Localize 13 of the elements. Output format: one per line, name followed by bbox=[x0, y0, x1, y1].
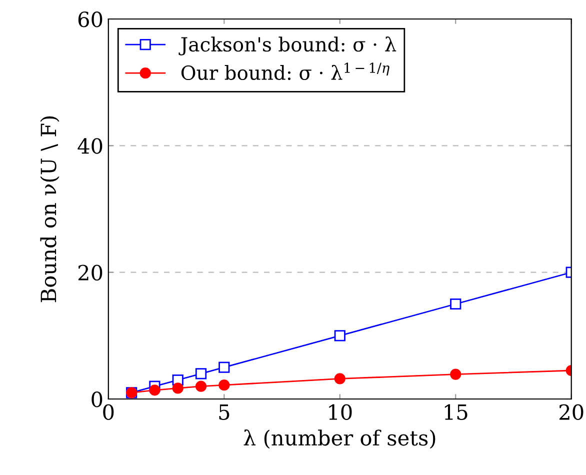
legend-label: Jackson's bound: σ · λ bbox=[178, 36, 396, 56]
y-axis-title: Bound on ν(U \ F) bbox=[40, 116, 60, 302]
x-tick-label: 10 bbox=[329, 404, 352, 420]
legend-label: Our bound: σ · λ$^{1−1/η}$ bbox=[181, 62, 390, 80]
x-tick-label: 20 bbox=[560, 404, 584, 420]
y-tick-label: 20 bbox=[78, 264, 102, 281]
y-tick-label: 40 bbox=[78, 138, 102, 154]
x-tick-label: 0 bbox=[103, 404, 114, 420]
x-tick-label: 5 bbox=[219, 404, 230, 420]
x-tick-label: 15 bbox=[444, 404, 468, 420]
y-tick-label: 60 bbox=[78, 11, 102, 28]
y-tick-label: 0 bbox=[92, 391, 102, 408]
x-axis-title: λ (number of sets) bbox=[244, 429, 436, 449]
